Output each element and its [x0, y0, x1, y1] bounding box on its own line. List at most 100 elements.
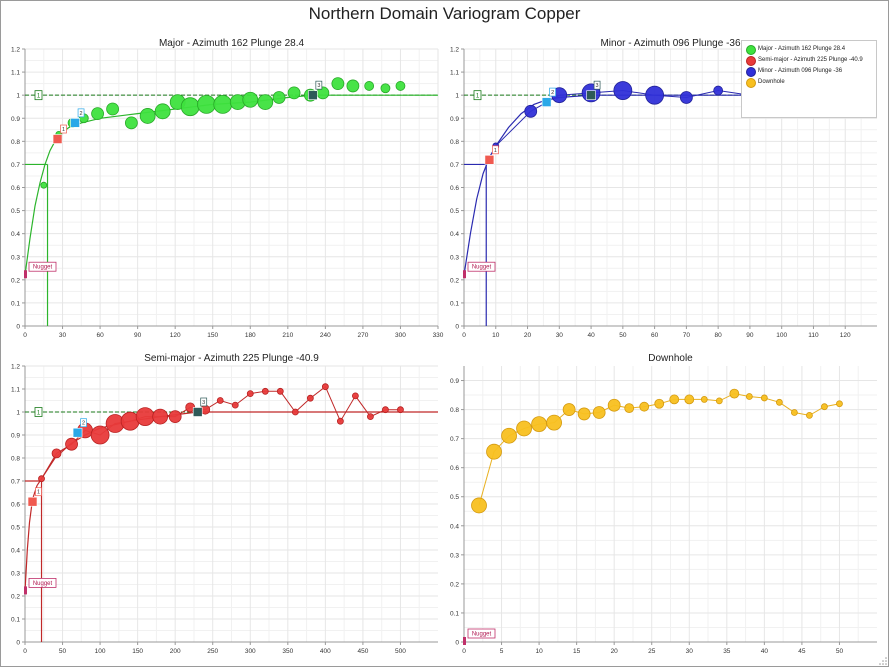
semi-data-point	[216, 397, 224, 404]
downhole-y-tick-label: 0.6	[450, 465, 459, 472]
major-structure-label-3: 3	[317, 83, 320, 89]
semi-data-point	[276, 387, 284, 395]
semi-data-point	[90, 425, 110, 445]
semi-data-point	[306, 394, 314, 402]
downhole-data-point	[806, 411, 813, 419]
semi-nugget-label-box	[28, 578, 57, 588]
major-x-tick-label: 240	[320, 332, 331, 339]
minor-structure-marker-3	[586, 90, 596, 100]
minor-structure-marker-1	[484, 155, 495, 165]
downhole-data-point	[501, 427, 517, 444]
downhole-nugget-label-box	[467, 628, 496, 639]
downhole-data-point	[836, 400, 843, 408]
semi-data-point	[351, 392, 359, 400]
minor-data-point	[679, 91, 693, 104]
downhole-data-point	[562, 403, 576, 416]
major-data-point	[395, 81, 406, 91]
legend-semi-label: Semi-major - Azimuth 225 Plunge -40.9	[758, 57, 863, 63]
semi-sill-label: 1	[37, 411, 41, 417]
major-data-point	[257, 94, 274, 110]
semi-data-point	[261, 387, 269, 395]
semi-structure-label-2: 2	[82, 421, 85, 427]
downhole-x-tick-label: 35	[723, 648, 731, 655]
legend-minor-label: Minor - Azimuth 096 Plunge -36	[758, 68, 843, 74]
semi-data-point	[382, 406, 389, 414]
semi-data-point	[152, 408, 169, 425]
major-data-point	[287, 86, 301, 100]
major-x-tick-label: 150	[207, 332, 218, 339]
semi-panel-title: Semi-major - Azimuth 225 Plunge -40.9	[144, 353, 319, 364]
major-y-tick-label: 0.2	[11, 277, 20, 284]
minor-x-tick-label: 90	[746, 332, 754, 339]
semi-y-tick-label: 0.7	[11, 479, 20, 486]
major-y-tick-label: 1.2	[11, 47, 20, 54]
semi-x-tick-label: 500	[395, 648, 406, 655]
semi-x-tick-label: 450	[357, 648, 368, 655]
downhole-y-tick-label: 0.5	[450, 494, 459, 501]
downhole-y-tick-label: 0.1	[450, 610, 459, 617]
downhole-x-tick-label: 25	[648, 648, 656, 655]
downhole-y-tick-label: 0	[455, 640, 459, 647]
major-y-tick-label: 0.9	[11, 116, 20, 123]
minor-structure-label-box-2	[549, 87, 556, 97]
minor-structure-label-box-3	[593, 80, 601, 90]
minor-x-tick-label: 110	[808, 332, 819, 339]
minor-structure-label-1: 1	[494, 148, 497, 154]
semi-structure-label-3: 3	[202, 400, 205, 406]
semi-data-point	[38, 475, 45, 483]
downhole-data-point	[669, 394, 680, 405]
downhole-data-point	[607, 398, 621, 412]
semi-x-tick-label: 300	[245, 648, 256, 655]
downhole-data-point	[729, 388, 740, 399]
major-y-tick-label: 0.5	[11, 208, 20, 215]
minor-data-point	[645, 85, 665, 105]
minor-structure-label-2: 2	[551, 90, 554, 96]
major-x-tick-label: 300	[395, 332, 406, 339]
downhole-y-tick-label: 0.8	[450, 407, 459, 414]
downhole-data-point	[592, 406, 606, 419]
major-data-point	[346, 79, 360, 93]
minor-x-tick-label: 0	[462, 332, 466, 339]
downhole-data-point	[745, 393, 753, 400]
minor-y-tick-label: 0.6	[450, 185, 459, 192]
downhole-y-tick-label: 0.7	[450, 436, 459, 443]
legend-downhole-swatch-icon	[746, 78, 756, 88]
downhole-x-tick-label: 50	[836, 648, 844, 655]
major-data-point	[40, 181, 48, 189]
major-data-point	[380, 83, 391, 94]
minor-y-tick-label: 0.5	[450, 208, 459, 215]
legend-downhole-label: Downhole	[758, 79, 785, 85]
major-y-tick-label: 0.7	[11, 162, 20, 169]
minor-y-tick-label: 1.1	[450, 70, 459, 77]
semi-x-tick-label: 100	[95, 648, 106, 655]
minor-y-tick-label: 0.1	[450, 300, 459, 307]
major-sill-label: 1	[37, 94, 41, 100]
minor-y-tick-label: 0.2	[450, 277, 459, 284]
semi-data-point	[135, 407, 155, 427]
downhole-x-tick-label: 30	[686, 648, 694, 655]
downhole-y-tick-label: 0.9	[450, 378, 459, 385]
major-y-tick-label: 0.8	[11, 139, 20, 146]
major-y-tick-label: 0.4	[11, 231, 20, 238]
minor-structure-marker-2	[541, 97, 552, 107]
semi-data-point	[397, 406, 404, 414]
downhole-data-point	[531, 416, 547, 433]
major-nugget-label-box	[28, 261, 57, 272]
downhole-y-tick-label: 0.2	[450, 581, 459, 588]
downhole-x-tick-label: 0	[462, 648, 466, 655]
resize-grip-icon[interactable]	[879, 657, 887, 665]
semi-y-tick-label: 0.8	[11, 456, 20, 463]
major-y-tick-label: 0.3	[11, 254, 20, 261]
major-x-tick-label: 270	[357, 332, 368, 339]
semi-y-tick-label: 0.4	[11, 548, 20, 555]
downhole-data-point	[486, 443, 502, 460]
minor-y-tick-label: 0.8	[450, 139, 459, 146]
downhole-x-tick-label: 40	[761, 648, 769, 655]
major-data-point	[124, 116, 138, 130]
semi-plot: 0 50 100 150 200 250 300 350 400 450 500 0 0.1 0.2 0.3…	[11, 364, 438, 655]
major-plot: 0 30 60 90 120 150 180 210 240 270 300 330 0 0.1 0.2 0.…	[11, 47, 444, 340]
downhole-data-point	[821, 403, 828, 411]
semi-x-tick-label: 50	[59, 648, 67, 655]
minor-y-tick-label: 1.2	[450, 47, 459, 54]
major-y-tick-label: 0	[16, 324, 20, 331]
